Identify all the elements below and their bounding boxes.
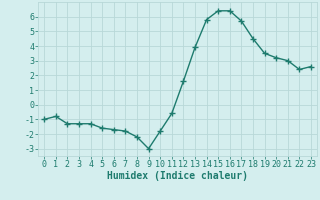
X-axis label: Humidex (Indice chaleur): Humidex (Indice chaleur) (107, 171, 248, 181)
